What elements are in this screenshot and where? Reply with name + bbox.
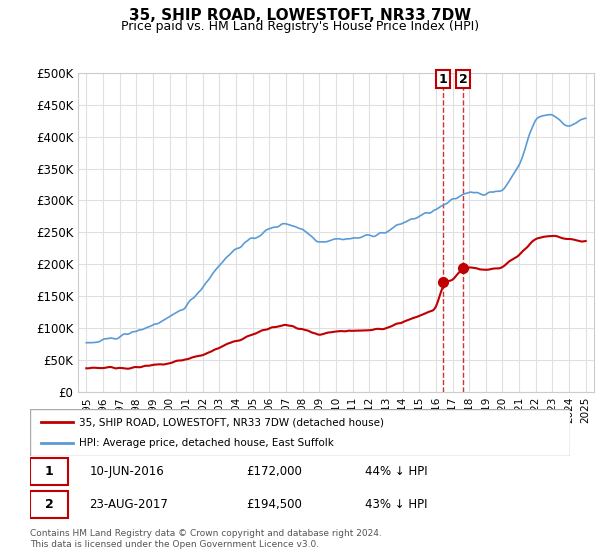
Text: £172,000: £172,000 <box>246 465 302 478</box>
Text: 1: 1 <box>44 465 53 478</box>
Text: 43% ↓ HPI: 43% ↓ HPI <box>365 497 427 511</box>
FancyBboxPatch shape <box>30 409 570 456</box>
Text: Price paid vs. HM Land Registry's House Price Index (HPI): Price paid vs. HM Land Registry's House … <box>121 20 479 32</box>
FancyBboxPatch shape <box>30 458 68 486</box>
Text: 1: 1 <box>439 73 448 86</box>
Text: 2: 2 <box>44 497 53 511</box>
Text: Contains HM Land Registry data © Crown copyright and database right 2024.
This d: Contains HM Land Registry data © Crown c… <box>30 529 382 549</box>
FancyBboxPatch shape <box>30 491 68 517</box>
Text: £194,500: £194,500 <box>246 497 302 511</box>
Text: 44% ↓ HPI: 44% ↓ HPI <box>365 465 427 478</box>
Text: 35, SHIP ROAD, LOWESTOFT, NR33 7DW: 35, SHIP ROAD, LOWESTOFT, NR33 7DW <box>129 8 471 24</box>
Text: 23-AUG-2017: 23-AUG-2017 <box>89 497 168 511</box>
Text: HPI: Average price, detached house, East Suffolk: HPI: Average price, detached house, East… <box>79 438 334 448</box>
Text: 35, SHIP ROAD, LOWESTOFT, NR33 7DW (detached house): 35, SHIP ROAD, LOWESTOFT, NR33 7DW (deta… <box>79 417 383 427</box>
Text: 10-JUN-2016: 10-JUN-2016 <box>89 465 164 478</box>
Text: 2: 2 <box>459 73 467 86</box>
